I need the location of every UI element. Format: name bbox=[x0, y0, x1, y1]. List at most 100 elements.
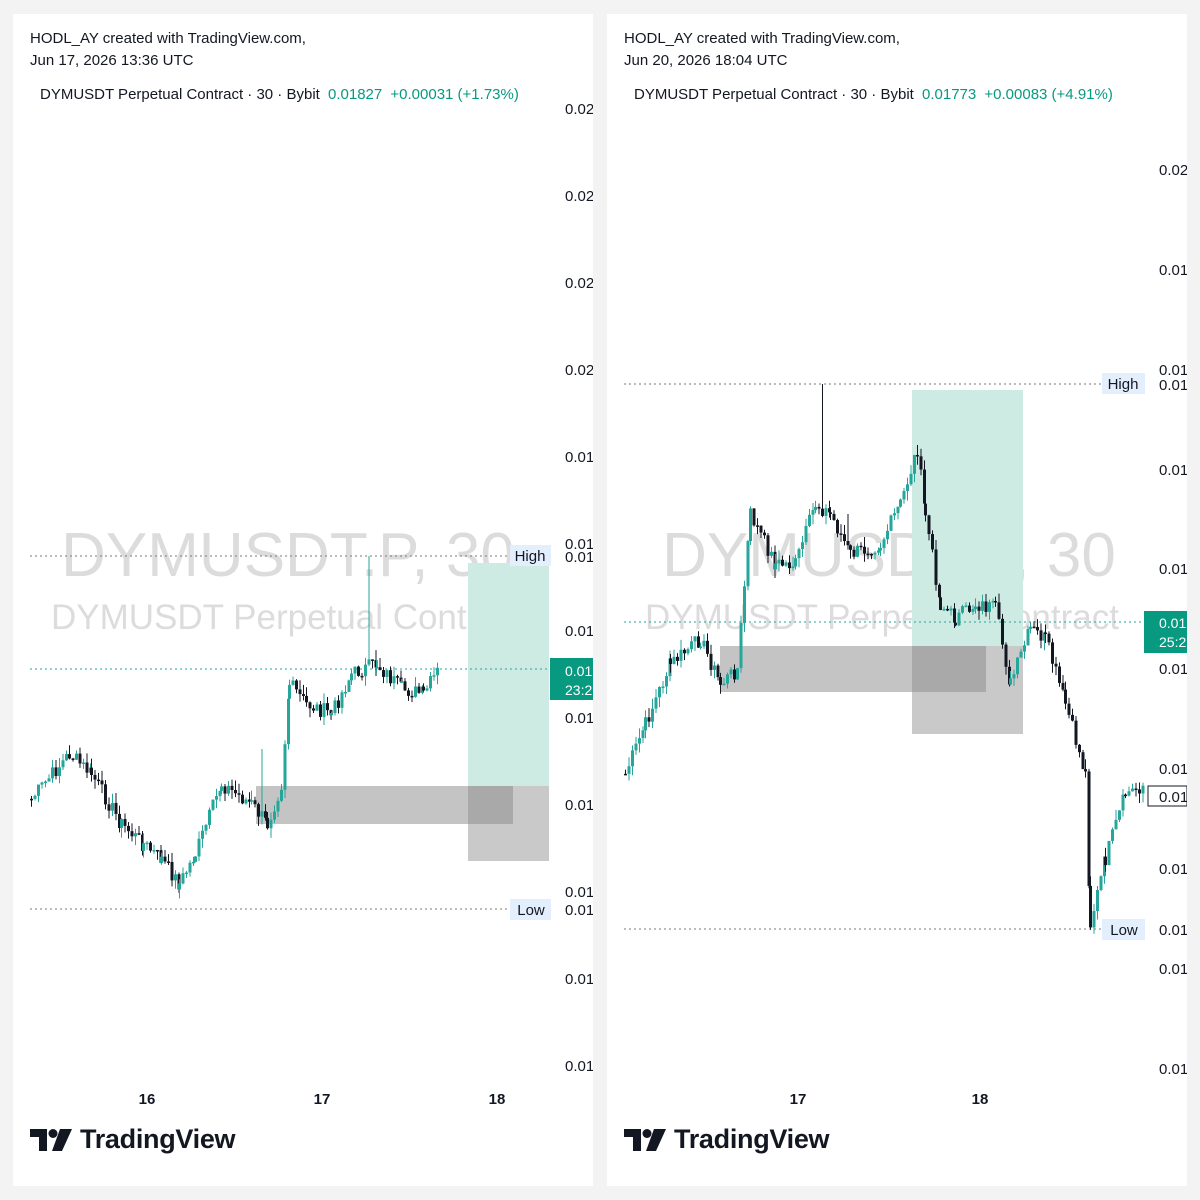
candle-up bbox=[896, 506, 900, 514]
candle-down bbox=[852, 549, 856, 557]
candle-up bbox=[777, 559, 781, 564]
candle-up bbox=[971, 609, 975, 612]
candle-down bbox=[127, 825, 130, 832]
candle-up bbox=[160, 856, 163, 863]
candle-down bbox=[683, 649, 686, 654]
candle-up bbox=[638, 738, 641, 744]
candle-up bbox=[269, 819, 273, 829]
chart-panel-right: HODL_AY created with TradingView.com, Ju… bbox=[607, 14, 1187, 1186]
candle-down bbox=[968, 605, 971, 612]
credit: HODL_AY created with TradingView.com, Ju… bbox=[624, 28, 900, 72]
price-change: +0.00083 (+4.91%) bbox=[984, 86, 1113, 103]
candle-down bbox=[298, 689, 302, 695]
tradingview-logo[interactable]: TradingView bbox=[30, 1124, 236, 1155]
chart-canvas[interactable]: DYMUSDT.P, 30 DYMUSDT Perpetual Contract… bbox=[30, 84, 593, 1118]
candle-down bbox=[360, 675, 364, 678]
candle-up bbox=[749, 508, 752, 542]
price-tick-label: 0.01 bbox=[565, 449, 593, 466]
candle-down bbox=[919, 456, 923, 470]
symbol-header[interactable]: DYMUSDT Perpetual Contract · 30 · Bybit … bbox=[40, 86, 519, 103]
candle-down bbox=[308, 702, 312, 709]
candle-up bbox=[134, 833, 137, 837]
price-change: +0.00031 (+1.73%) bbox=[390, 86, 519, 103]
candle-up bbox=[974, 606, 977, 610]
watermark: DYMUSDT.P, 30 DYMUSDT Perpetual Contract bbox=[645, 521, 1119, 637]
candle-down bbox=[1032, 626, 1036, 629]
tp-zone bbox=[468, 563, 549, 786]
price-tick-label: 0.01 bbox=[1159, 561, 1187, 578]
candle-up bbox=[739, 622, 743, 669]
candle-down bbox=[1084, 769, 1087, 772]
price-tick-label: 0.01 bbox=[1159, 661, 1187, 678]
candle-down bbox=[234, 790, 237, 794]
candle-down bbox=[78, 753, 82, 764]
candle-up bbox=[333, 700, 337, 714]
candle-down bbox=[389, 670, 392, 684]
candle-up bbox=[51, 767, 54, 779]
candles bbox=[624, 384, 1145, 934]
symbol-header[interactable]: DYMUSDT Perpetual Contract · 30 · Bybit … bbox=[634, 86, 1113, 103]
candle-down bbox=[410, 695, 414, 698]
candle-up bbox=[794, 558, 797, 567]
high-label-text: High bbox=[515, 548, 546, 565]
candle-up bbox=[340, 692, 344, 708]
candle-up bbox=[347, 680, 351, 692]
candle-down bbox=[1039, 630, 1043, 641]
chart-canvas[interactable]: DYMUSDT.P, 30 DYMUSDT Perpetual Contract… bbox=[624, 84, 1187, 1118]
candle-down bbox=[977, 606, 981, 611]
price-tick-label: 0.01 bbox=[1159, 761, 1187, 778]
tradingview-wordmark: TradingView bbox=[80, 1124, 236, 1154]
price-tick-label: 0.02 bbox=[565, 101, 593, 118]
candle-up bbox=[414, 686, 417, 697]
candle-up bbox=[1096, 889, 1099, 912]
candle-down bbox=[93, 774, 97, 780]
candle-down bbox=[253, 800, 257, 805]
price-tag: 0.01 23:2 bbox=[550, 658, 593, 700]
candle-up bbox=[1118, 810, 1121, 820]
candle-down bbox=[1067, 703, 1071, 715]
candle-down bbox=[994, 600, 997, 603]
candle-up bbox=[185, 872, 188, 875]
candle-up bbox=[654, 697, 658, 709]
candle-down bbox=[357, 666, 360, 676]
candle-up bbox=[699, 646, 702, 649]
candle-down bbox=[669, 658, 672, 664]
candle-down bbox=[104, 784, 107, 805]
candle-down bbox=[241, 794, 244, 804]
tradingview-logo[interactable]: TradingView bbox=[624, 1124, 830, 1155]
candle-up bbox=[811, 510, 815, 515]
candle-down bbox=[97, 779, 100, 782]
candle-down bbox=[1074, 720, 1078, 745]
candle-down bbox=[407, 690, 410, 696]
candle-up bbox=[201, 830, 204, 839]
candle-up bbox=[47, 778, 51, 782]
price-tick-label: 0.02 bbox=[565, 362, 593, 379]
candle-down bbox=[1054, 663, 1058, 667]
candle-up bbox=[801, 542, 804, 550]
candle-up bbox=[889, 515, 893, 531]
candle-up bbox=[425, 688, 429, 691]
candle-up bbox=[899, 499, 902, 507]
watermark-description: DYMUSDT Perpetual Contract bbox=[645, 598, 1119, 637]
candle-up bbox=[672, 656, 676, 664]
candle-up bbox=[40, 782, 44, 785]
candle-down bbox=[123, 819, 127, 826]
candle-up bbox=[65, 754, 68, 761]
candle-up bbox=[949, 608, 953, 611]
candle-down bbox=[319, 704, 322, 717]
time-tick-label: 18 bbox=[972, 1091, 989, 1108]
candle-up bbox=[37, 784, 40, 796]
watermark-description: DYMUSDT Perpetual Contract bbox=[51, 598, 525, 637]
candle-up bbox=[120, 819, 123, 828]
candle-up bbox=[280, 789, 283, 801]
candle-down bbox=[984, 601, 988, 612]
candle-up bbox=[886, 530, 889, 540]
candle-up bbox=[152, 850, 156, 852]
candle-down bbox=[371, 659, 374, 661]
candle-up bbox=[641, 730, 645, 739]
price-tag-value: 0.01 bbox=[565, 663, 592, 679]
candle-down bbox=[1087, 771, 1091, 886]
time-tick-label: 16 bbox=[139, 1091, 156, 1108]
candle-down bbox=[1071, 714, 1074, 721]
candle-up bbox=[631, 750, 634, 767]
